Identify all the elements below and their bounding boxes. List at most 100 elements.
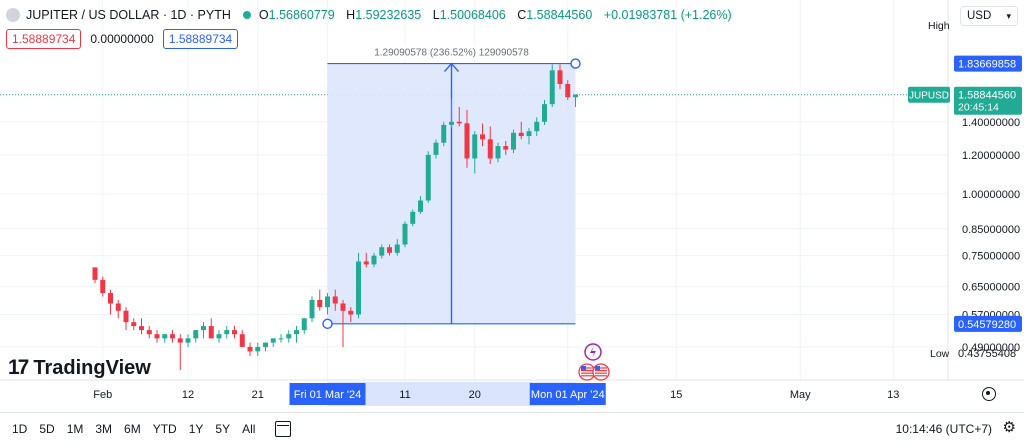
time-tick-label[interactable]: May [790,389,811,401]
candle-body [224,330,230,335]
candle-body [410,211,416,224]
high-value: 1.59232635 [355,8,422,22]
candle-body [232,330,237,335]
low-tag-label: Low [930,348,950,360]
candle-body [503,146,509,150]
candles [92,64,578,371]
candle-body [487,139,493,159]
candle-body [464,123,470,159]
candle-body [371,255,377,265]
last-price-badge [954,86,1022,115]
market-status-icon [242,11,251,19]
bottom-toolbar: 1D 5D 1M 3M 6M YTD 1Y 5Y All 10:14:46 (UTC+7) [0,412,1024,444]
range-low-label: 0.54579280 [958,319,1016,331]
symbol-title[interactable]: JUPITER / US DOLLAR · 1D · PYTH [26,8,231,22]
candle-body [325,296,330,308]
candle-body [177,338,183,343]
chart-settings-icon[interactable] [982,387,996,401]
range-tab-all[interactable]: All [242,421,256,436]
measure-start-handle[interactable] [322,318,333,330]
calendar-icon[interactable] [275,420,292,437]
range-tab-1y[interactable]: 1Y [188,421,204,436]
buy-price-button[interactable]: 1.58889734 [162,29,239,49]
tradingview-logo[interactable]: 17 TradingView [8,356,151,380]
range-tab-6m[interactable]: 6M [124,421,141,436]
range-tab-1d[interactable]: 1D [12,421,28,436]
candle-body [185,338,191,343]
candle-body [573,94,578,98]
time-tick-badge [289,383,366,405]
ohlc-values: O1.56860779 H1.59232635 L1.50068406 C1.5… [258,8,732,22]
candle-body [425,154,431,201]
trade-row: 1.58889734 0.00000000 1.58889734 [6,29,239,49]
time-tick-label[interactable]: Fri 01 Mar '24 [294,389,362,401]
candle-body [162,334,168,339]
time-tick-label[interactable]: 13 [887,389,899,401]
candle-body [92,267,98,280]
candle-body [526,131,532,137]
close-value: 1.58844560 [526,8,593,22]
candle-body [332,296,338,304]
candle-body [115,303,121,311]
tradingview-mark-icon: 17 [8,356,29,379]
candle-body [193,330,199,339]
candle-body [402,223,408,245]
candle-body [139,326,144,331]
candle-body [518,132,524,137]
range-tab-5d[interactable]: 5D [39,421,55,436]
price-tick-label: 0.85000000 [962,224,1020,236]
price-tick-label: 1.00000000 [962,189,1020,201]
date-range-tabs: 1D 5D 1M 3M 6M YTD 1Y 5Y All [6,422,261,436]
symbol-tag-badge [908,86,950,103]
measure-end-handle[interactable] [570,58,581,69]
candle-body [309,299,315,319]
flag-canton [581,366,586,370]
time-tick-label[interactable]: Feb [93,389,112,401]
gear-icon[interactable]: ⚙ [1002,419,1016,436]
range-tab-ytd[interactable]: YTD [152,421,177,436]
candle-body [449,121,454,125]
candle-body [294,330,299,335]
price-tick-label: 1.20000000 [962,150,1020,162]
open-value: 1.56860779 [268,8,335,22]
candle-body [557,70,563,84]
time-tick-label[interactable]: Mon 01 Apr '24 [531,389,605,401]
event-markers[interactable] [578,343,610,381]
candle-body [201,326,206,331]
candle-body [286,334,292,339]
candle-body [270,338,276,343]
candle-body [100,279,106,294]
candle-body [387,247,392,253]
range-tab-5y[interactable]: 5Y [215,421,231,436]
price-axis[interactable]: 1.40000000 1.20000000 1.00000000 0.85000000… [908,20,1022,360]
candle-body [456,121,462,124]
time-tick-label[interactable]: 15 [670,389,682,401]
clock[interactable]: 10:14:46 (UTC+7) [895,421,992,436]
candle-body [317,299,323,308]
sell-price-button[interactable]: 1.58889734 [6,29,82,49]
tradingview-wordmark: TradingView [33,356,151,379]
time-tick-label[interactable]: 12 [182,389,194,401]
time-tick-label[interactable]: 11 [399,389,410,401]
countdown-label: 20:45:14 [958,102,999,114]
candle-body [108,293,113,304]
spread-value: 0.00000000 [90,32,154,46]
time-tick-label[interactable]: 20 [469,389,481,401]
jupiter-logo-icon [6,8,20,22]
candle-body [278,338,284,340]
range-tab-1m[interactable]: 1M [66,421,84,436]
range-low-badge [954,315,1022,332]
high-tag-label: High [928,20,950,32]
measure-tool[interactable]: 1.29090578 (236.52%) 129090578 [322,44,581,330]
time-axis[interactable]: Feb 12 21 Fri 01 Mar '24 11 20 Mon 01 Apr '24 1… [93,382,899,406]
time-tick-label[interactable]: 21 [252,389,264,401]
range-tab-3m[interactable]: 3M [95,421,113,436]
low-price-label: 0.43755408 [958,348,1016,360]
us-flag-event-icon[interactable] [592,363,610,381]
price-tick-label: 0.75000000 [962,251,1020,263]
currency-select[interactable]: USD ▾ [960,6,1018,26]
chevron-down-icon: ▾ [1006,10,1011,21]
symbol-header: JUPITER / US DOLLAR · 1D · PYTH O1.56860… [6,6,740,24]
lightning-event-icon[interactable] [584,343,602,361]
